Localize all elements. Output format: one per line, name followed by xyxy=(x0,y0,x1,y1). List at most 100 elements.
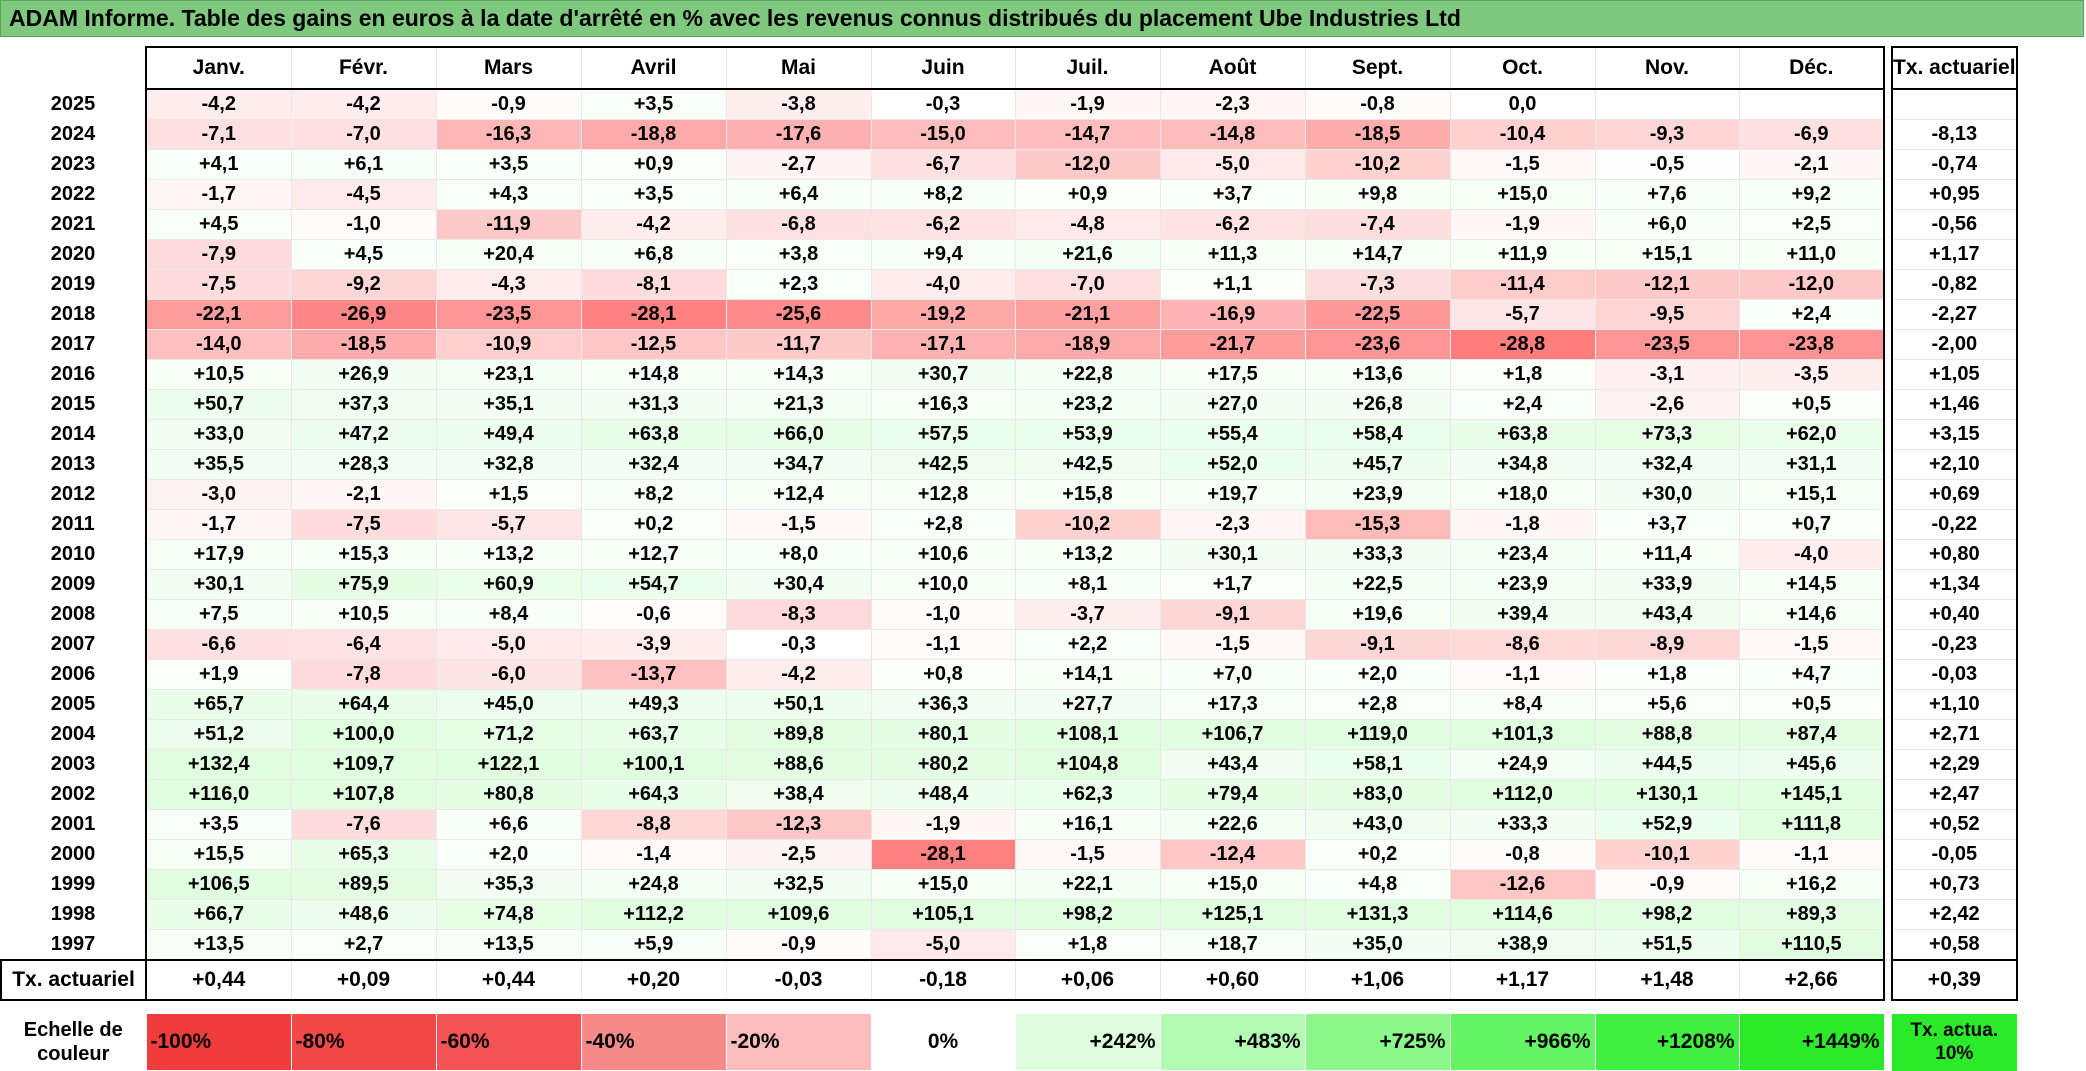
gain-cell: +16,3 xyxy=(870,389,1016,420)
gain-cell: +2,5 xyxy=(1738,209,1885,240)
gain-cell: +10,5 xyxy=(290,599,437,630)
scale-swatch: +483% xyxy=(1159,1013,1306,1071)
gain-cell: -7,0 xyxy=(1014,269,1161,300)
year-label: 2019 xyxy=(50,273,96,295)
gain-cell: -9,5 xyxy=(1594,299,1740,330)
gain-cell: -0,9 xyxy=(435,88,582,120)
gain-cell: -3,9 xyxy=(580,629,727,660)
year-label: 2006 xyxy=(50,663,96,685)
gain-cell: +2,0 xyxy=(435,839,582,870)
gain-cell: -16,9 xyxy=(1159,299,1306,330)
gain-cell: +15,1 xyxy=(1738,479,1885,510)
gain-cell: -8,8 xyxy=(580,809,727,840)
year-label: 2008 xyxy=(50,603,96,625)
gain-cell: +2,4 xyxy=(1449,389,1596,420)
gain-cell: +28,3 xyxy=(290,449,437,480)
footer-cell: +0,20 xyxy=(580,959,727,1001)
spacer xyxy=(1884,150,1892,180)
gain-cell: +24,8 xyxy=(580,869,727,900)
actu-cell: -0,23 xyxy=(1891,629,2018,660)
spacer xyxy=(1884,540,1892,570)
gain-cell: +43,4 xyxy=(1594,599,1740,630)
table-row: 2009 +30,1 +75,9 +60,9 +54,7 +30,4 +10,0 +8,1 +1… xyxy=(1,569,2018,600)
footer-cell: -0,18 xyxy=(870,959,1016,1001)
gain-cell: +3,5 xyxy=(435,149,582,180)
gain-cell: +39,4 xyxy=(1449,599,1596,630)
gain-cell: +8,4 xyxy=(435,599,582,630)
gain-cell: +23,4 xyxy=(1449,539,1596,570)
actu-cell: -2,00 xyxy=(1891,329,2018,360)
gain-cell: -5,7 xyxy=(435,509,582,540)
spacer xyxy=(1884,660,1892,690)
table-row: 2017 -14,0 -18,5 -10,9 -12,5 -11,7 -17,1 -18,9-… xyxy=(1,329,2018,360)
gain-cell: +32,8 xyxy=(435,449,582,480)
gain-cell: +15,0 xyxy=(870,869,1016,900)
gain-cell: +2,2 xyxy=(1014,629,1161,660)
gain-cell: +98,2 xyxy=(1594,899,1740,930)
gain-cell: +111,8 xyxy=(1738,809,1885,840)
gain-cell: -12,4 xyxy=(1159,839,1306,870)
gain-cell: +37,3 xyxy=(290,389,437,420)
footer-cell: +1,06 xyxy=(1304,959,1451,1001)
gain-cell: +4,1 xyxy=(145,149,292,180)
spacer xyxy=(1884,720,1892,750)
gain-cell: +12,7 xyxy=(580,539,727,570)
table-row: 2024 -7,1 -7,0 -16,3 -18,8 -17,6 -15,0 -14,7 -14… xyxy=(1,119,2018,150)
gain-cell: -9,2 xyxy=(290,269,437,300)
gain-cell: -2,5 xyxy=(725,839,872,870)
year-label: 2020 xyxy=(50,243,96,265)
gain-cell: +3,7 xyxy=(1159,179,1306,210)
gain-cell: +44,5 xyxy=(1594,749,1740,780)
gain-cell: +6,4 xyxy=(725,179,872,210)
gain-cell: -0,8 xyxy=(1449,839,1596,870)
gain-cell: -1,9 xyxy=(870,809,1016,840)
gain-cell: +63,8 xyxy=(1449,419,1596,450)
gain-cell: +5,6 xyxy=(1594,689,1740,720)
footer-label: Tx. actuariel xyxy=(0,959,147,1001)
gain-cell: -7,9 xyxy=(145,239,292,270)
gain-cell: +22,6 xyxy=(1159,809,1306,840)
gain-cell: -7,4 xyxy=(1304,209,1451,240)
gain-cell: +33,0 xyxy=(145,419,292,450)
gain-cell: -1,9 xyxy=(1014,88,1161,120)
footer-actu: +0,39 xyxy=(1891,959,2018,1001)
gain-cell: -10,2 xyxy=(1304,149,1451,180)
gain-cell: +112,0 xyxy=(1449,779,1596,810)
gain-cell: +109,7 xyxy=(290,749,437,780)
gain-cell: +2,4 xyxy=(1738,299,1885,330)
month-header: Août xyxy=(1159,46,1306,90)
actu-cell: +2,10 xyxy=(1891,449,2018,480)
table-row: 2021 +4,5 -1,0 -11,9 -4,2 -6,8 -6,2 -4,8 -6,2 -7,… xyxy=(1,209,2018,240)
gain-cell: -12,5 xyxy=(580,329,727,360)
table-row: 2013 +35,5 +28,3 +32,8 +32,4 +34,7 +42,5 +42,5 +… xyxy=(1,449,2018,480)
gain-cell: -0,5 xyxy=(1594,149,1740,180)
gain-cell: -3,7 xyxy=(1014,599,1161,630)
gain-cell: -7,5 xyxy=(145,269,292,300)
gain-cell: 0,0 xyxy=(1449,88,1596,120)
year-label: 2018 xyxy=(50,303,96,325)
gain-cell: +31,3 xyxy=(580,389,727,420)
gain-cell: +2,3 xyxy=(725,269,872,300)
gain-cell: +89,3 xyxy=(1738,899,1885,930)
month-header: Juin xyxy=(870,46,1016,90)
year-label: 2004 xyxy=(50,723,96,745)
spacer xyxy=(1884,300,1892,330)
gain-cell: +15,1 xyxy=(1594,239,1740,270)
gains-table: Janv. Févr. Mars Avril Mai Juin Juil. Août Sept.… xyxy=(0,46,2018,1071)
gain-cell: +45,7 xyxy=(1304,449,1451,480)
gain-cell: +51,5 xyxy=(1594,929,1740,961)
actu-cell: +2,47 xyxy=(1891,779,2018,810)
table-row: 2019 -7,5 -9,2 -4,3 -8,1 +2,3 -4,0 -7,0 +1,1 -7,3… xyxy=(1,269,2018,300)
year-label: 2014 xyxy=(50,423,96,445)
gain-cell: +13,6 xyxy=(1304,359,1451,390)
year-label: 2015 xyxy=(50,393,96,415)
gain-cell: +23,1 xyxy=(435,359,582,390)
gain-cell: +1,9 xyxy=(145,659,292,690)
gain-cell: -6,7 xyxy=(870,149,1016,180)
gain-cell: -6,2 xyxy=(870,209,1016,240)
spacer xyxy=(1884,930,1892,961)
gain-cell: +36,3 xyxy=(870,689,1016,720)
table-row: 2014 +33,0 +47,2 +49,4 +63,8 +66,0 +57,5 +53,9 +… xyxy=(1,419,2018,450)
gain-cell: +109,6 xyxy=(725,899,872,930)
spacer xyxy=(1884,180,1892,210)
